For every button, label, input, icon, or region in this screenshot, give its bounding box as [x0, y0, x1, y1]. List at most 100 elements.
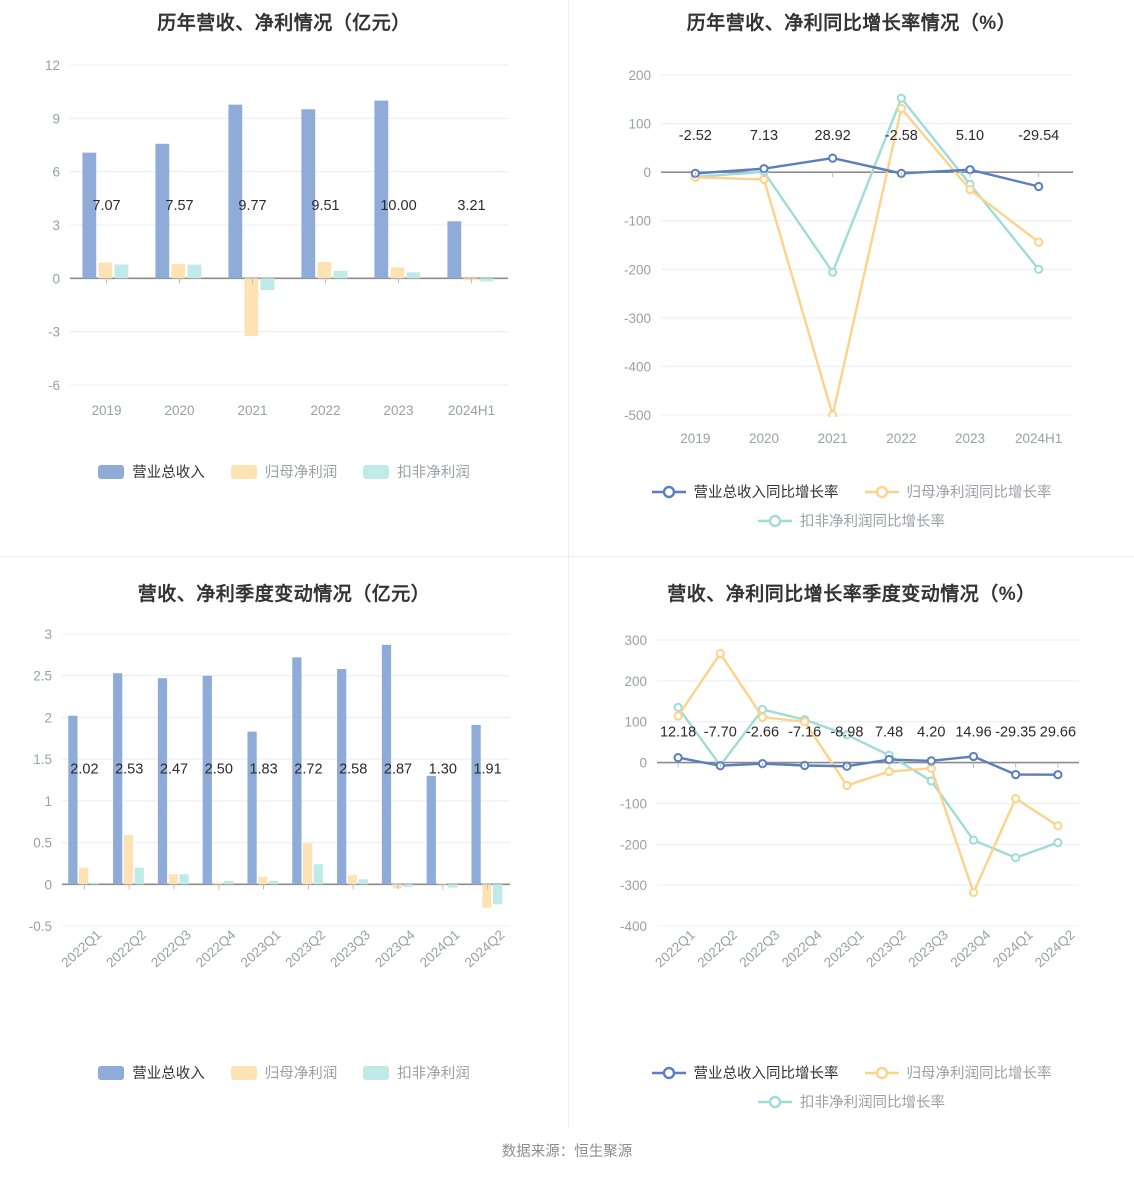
svg-text:12: 12	[45, 58, 60, 73]
point-annual_growth-s2-5	[1034, 264, 1044, 274]
svg-text:300: 300	[624, 633, 647, 648]
point-quarter_growth-s1-0	[673, 711, 683, 721]
legend-line-q-net-profit-growth	[864, 1066, 899, 1079]
x-tick-quarter_growth-9: 2024Q2	[1032, 927, 1078, 970]
data-source-footer: 数据来源：恒生聚源	[501, 1144, 633, 1160]
legend-item-revenue-growth[interactable]: 营业总收入同比增长率	[651, 481, 839, 502]
chart-panel-quarter-growth: 营收、净利同比增长率季度变动情况（%） 300 200 100 0 -100 -200 -3…	[568, 556, 1134, 1128]
bar-quarter_amount-s0-3	[202, 675, 212, 885]
x-tick-annual_growth-0: 2019	[680, 431, 710, 446]
svg-text:9: 9	[52, 111, 60, 126]
annual-growth-svg: 200 100 0 -100 -200 -300 -400 -500 -2.52 7.13 28.9…	[624, 68, 1073, 446]
point-quarter_growth-s1-2	[757, 712, 768, 722]
legend-item-q-deducted-profit[interactable]: 扣非净利润	[363, 1062, 470, 1083]
legend-item-net-profit-growth[interactable]: 归母净利润同比增长率	[864, 481, 1052, 502]
bar-quarter_amount-s0-0	[68, 715, 78, 885]
bar-quarter_amount-s1-3	[213, 882, 223, 885]
bar-label-annual_amount-3: 9.51	[311, 198, 339, 214]
point-annual_growth-s1-5	[1034, 237, 1044, 247]
point-quarter_growth-s2-7	[968, 835, 979, 845]
line-annual_growth-s1	[694, 107, 1040, 417]
bar-quarter_amount-s1-6	[347, 875, 358, 885]
bar-label-annual_amount-0: 7.07	[92, 198, 120, 214]
bar-quarter_amount-s0-7	[381, 644, 392, 885]
bar-quarter_amount-s1-0	[79, 867, 89, 885]
svg-text:0: 0	[44, 877, 52, 892]
point-quarter_growth-s0-9	[1053, 770, 1063, 780]
bar-annual_amount-s0-2	[228, 104, 243, 279]
bar-label-annual_amount-4: 10.00	[380, 198, 416, 214]
point-label-quarter_growth-7: 14.96	[955, 725, 991, 741]
x-tick-annual_amount-5: 2024H1	[448, 403, 495, 418]
svg-text:100: 100	[624, 715, 647, 730]
legend-item-net-profit[interactable]: 归母净利润	[230, 461, 337, 482]
legend-label-net-profit-growth: 归母净利润同比增长率	[906, 485, 1052, 501]
bar-label-quarter_amount-0: 2.02	[70, 761, 98, 777]
bar-quarter_amount-s1-9	[482, 884, 492, 908]
bar-quarter_amount-s0-4	[247, 731, 257, 885]
svg-text:-100: -100	[620, 796, 647, 811]
point-annual_growth-s2-2	[828, 267, 838, 277]
svg-text:6: 6	[52, 165, 60, 180]
legend-label-revenue: 营业总收入	[132, 465, 205, 481]
legend-label-deducted-profit: 扣非净利润	[397, 465, 470, 481]
bar-annual_amount-s1-3	[317, 261, 332, 279]
x-tick-annual_growth-5: 2024H1	[1015, 431, 1062, 446]
legend-item-revenue[interactable]: 营业总收入	[98, 461, 205, 482]
x-tick-quarter_growth-0: 2022Q1	[652, 927, 698, 970]
point-quarter_growth-s1-5	[884, 766, 894, 777]
x-tick-annual_growth-4: 2023	[955, 431, 985, 446]
quarter-amount-svg: 3 2.5 2 1.5 1 0.5 0 -0.5 2.02 2.53 2.47 2.50 1.83 2.7…	[29, 627, 510, 970]
legend-swatch-deducted-profit	[363, 464, 390, 479]
legend-item-q-revenue[interactable]: 营业总收入	[98, 1062, 205, 1083]
svg-text:-200: -200	[620, 837, 647, 852]
x-tick-quarter_growth-7: 2023Q4	[948, 927, 994, 971]
legend-swatch-q-net-profit	[230, 1065, 257, 1080]
x-tick-quarter_growth-5: 2023Q2	[863, 927, 909, 970]
svg-text:100: 100	[628, 117, 651, 132]
x-tick-annual_amount-2: 2021	[237, 403, 267, 418]
bar-label-quarter_amount-5: 2.72	[294, 761, 322, 777]
x-tick-annual_amount-1: 2020	[164, 403, 194, 418]
point-label-quarter_growth-6: 4.20	[917, 725, 945, 741]
x-tick-annual_amount-0: 2019	[91, 403, 121, 418]
x-tick-quarter_amount-1: 2022Q2	[103, 927, 149, 970]
bar-annual_amount-s1-2	[244, 278, 259, 337]
point-annual_growth-s0-1	[759, 164, 769, 174]
bar-annual_amount-s0-3	[301, 109, 316, 279]
bar-quarter_amount-s2-0	[89, 882, 100, 885]
legend-line-q-revenue-growth	[651, 1066, 686, 1079]
legend-item-q-net-profit-growth[interactable]: 归母净利润同比增长率	[864, 1062, 1052, 1083]
legend-label-q-revenue-growth: 营业总收入同比增长率	[693, 1066, 839, 1082]
bar-quarter_amount-s2-8	[448, 884, 458, 888]
point-label-annual_growth-5: -29.54	[1018, 128, 1059, 144]
bar-label-quarter_amount-2: 2.47	[160, 761, 188, 777]
svg-text:-400: -400	[624, 359, 651, 374]
chart-legend-quarter-amount: 营业总收入 归母净利润 扣非净利润	[0, 1062, 568, 1083]
point-label-annual_growth-0: -2.52	[679, 128, 712, 144]
bar-quarter_amount-s0-2	[157, 678, 168, 885]
legend-item-deducted-profit[interactable]: 扣非净利润	[363, 461, 470, 482]
x-tick-annual_amount-3: 2022	[310, 403, 340, 418]
bar-quarter_amount-s1-2	[168, 874, 178, 885]
point-quarter_growth-s1-9	[1053, 821, 1063, 831]
point-label-quarter_growth-2: -2.66	[746, 725, 779, 741]
legend-item-q-net-profit[interactable]: 归母净利润	[230, 1062, 337, 1083]
bar-annual_amount-s0-1	[155, 143, 170, 279]
legend-label-q-net-profit-growth: 归母净利润同比增长率	[906, 1066, 1052, 1082]
legend-item-q-deducted-profit-growth[interactable]: 扣非净利润同比增长率	[758, 1091, 945, 1112]
bar-label-annual_amount-1: 7.57	[165, 198, 193, 214]
x-tick-annual_growth-1: 2020	[749, 431, 779, 446]
bar-quarter_amount-s1-8	[437, 883, 447, 885]
point-label-annual_growth-4: 5.10	[956, 128, 984, 144]
bar-annual_amount-s2-2	[260, 278, 275, 291]
point-quarter_growth-s1-7	[968, 887, 979, 898]
chart-legend-annual-amount: 营业总收入 归母净利润 扣非净利润	[0, 461, 568, 482]
legend-item-deducted-profit-growth[interactable]: 扣非净利润同比增长率	[758, 510, 945, 531]
bar-annual_amount-s2-5	[479, 278, 494, 282]
quarter-growth-svg: 300 200 100 0 -100 -200 -300 -400 12.18 -7.70 -2.6…	[620, 633, 1079, 971]
bar-annual_amount-s1-0	[98, 262, 113, 279]
line-annual_growth-s0	[694, 156, 1040, 188]
legend-item-q-revenue-growth[interactable]: 营业总收入同比增长率	[651, 1062, 839, 1083]
point-label-quarter_growth-4: -8.98	[830, 725, 863, 741]
